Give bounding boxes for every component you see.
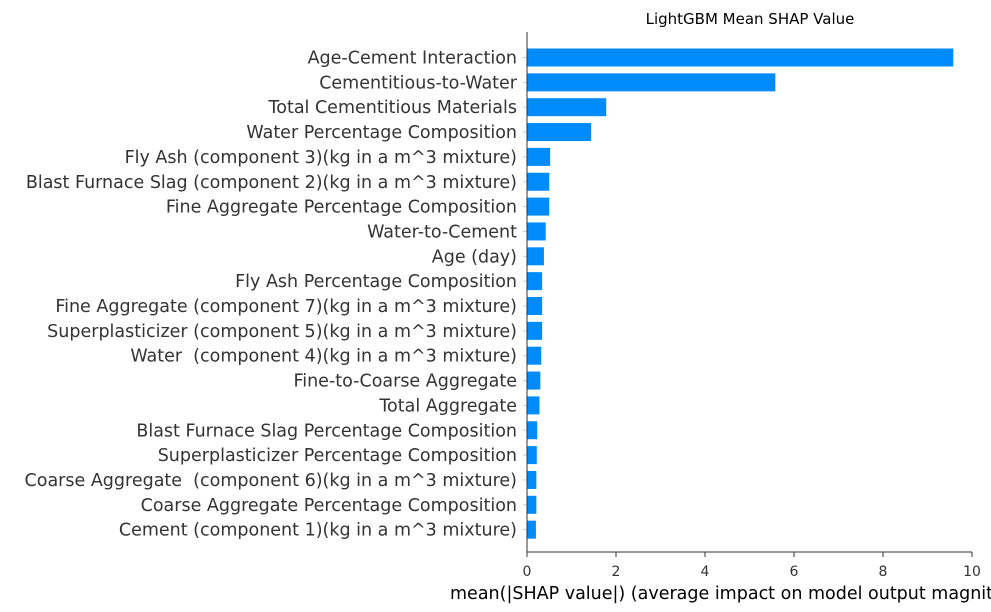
category-label: Age (day) [432, 247, 517, 267]
bar [527, 73, 776, 92]
category-label: Water (component 4)(kg in a m^3 mixture) [130, 347, 517, 367]
bar [527, 172, 550, 191]
bar [527, 197, 550, 216]
category-label: Fly Ash (component 3)(kg in a m^3 mixtur… [125, 148, 517, 168]
category-label: Fine Aggregate (component 7)(kg in a m^3… [55, 297, 517, 317]
bar [527, 520, 536, 539]
x-tick-label: 4 [701, 564, 710, 580]
category-label: Cement (component 1)(kg in a m^3 mixture… [119, 521, 517, 541]
category-label: Fly Ash Percentage Composition [235, 272, 517, 292]
x-axis-label: mean(|SHAP value|) (average impact on mo… [450, 584, 991, 604]
category-label: Coarse Aggregate (component 6)(kg in a m… [25, 471, 517, 491]
category-label: Blast Furnace Slag Percentage Compositio… [136, 421, 517, 441]
bar [527, 470, 537, 489]
x-tick-label: 2 [612, 564, 621, 580]
category-label: Total Aggregate [378, 396, 517, 416]
bar [527, 297, 543, 315]
x-tick-label: 8 [879, 564, 888, 580]
category-label: Age-Cement Interaction [308, 49, 517, 69]
category-label: Superplasticizer (component 5)(kg in a m… [47, 322, 517, 342]
x-tick-label: 10 [963, 564, 981, 580]
category-label: Superplasticizer Percentage Composition [158, 446, 517, 466]
bar [527, 321, 543, 340]
bar [527, 446, 537, 465]
bar [527, 123, 592, 142]
bar [527, 396, 540, 415]
category-label: Fine-to-Coarse Aggregate [293, 372, 517, 392]
bar [527, 98, 607, 117]
x-ticks: 0 2 4 6 8 10 [523, 552, 981, 580]
bar [527, 222, 546, 241]
category-label: Water Percentage Composition [246, 123, 517, 143]
bar [527, 346, 542, 365]
category-labels: Age-Cement Interaction Cementitious-to-Wa… [25, 49, 527, 541]
bar [527, 272, 543, 291]
bar [527, 147, 551, 166]
category-label: Blast Furnace Slag (component 2)(kg in a… [26, 173, 517, 193]
category-label: Fine Aggregate Percentage Composition [166, 198, 517, 218]
category-label: Total Cementitious Materials [268, 98, 517, 118]
category-label: Coarse Aggregate Percentage Composition [141, 496, 517, 516]
bars-group [527, 48, 954, 539]
bar [527, 371, 541, 390]
bar [527, 247, 544, 266]
chart-title: LightGBM Mean SHAP Value [646, 10, 855, 28]
bar [527, 421, 538, 440]
bar [527, 495, 537, 514]
x-tick-label: 0 [523, 564, 532, 580]
category-label: Cementitious-to-Water [319, 73, 518, 93]
bar [527, 48, 954, 67]
x-tick-label: 6 [790, 564, 799, 580]
category-label: Water-to-Cement [367, 222, 517, 242]
